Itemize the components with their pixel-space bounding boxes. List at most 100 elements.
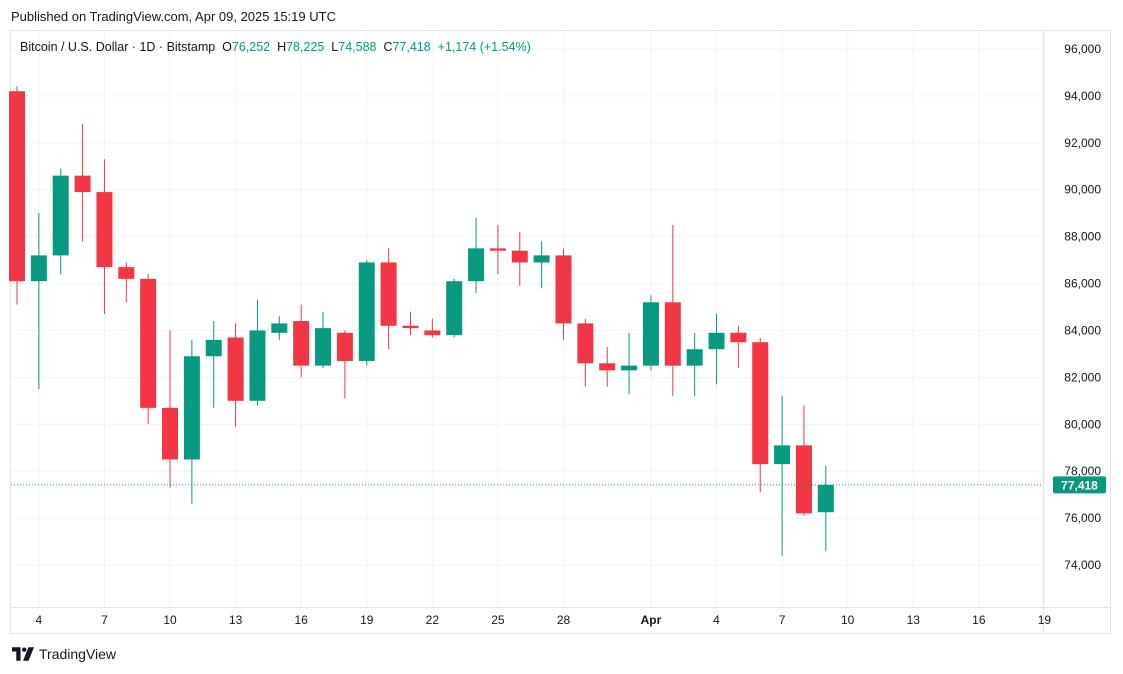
candle-body — [315, 328, 332, 366]
candle-down — [227, 323, 244, 427]
candle-body — [271, 323, 288, 333]
candle-down — [424, 318, 441, 338]
candle-down — [795, 405, 812, 516]
candle-body — [730, 332, 747, 343]
candle-body — [249, 330, 266, 401]
candle-down — [96, 159, 113, 315]
candle-body — [424, 330, 441, 336]
date-tick-label: 10 — [841, 613, 855, 627]
high-label: H — [277, 40, 287, 54]
candle-up — [271, 316, 288, 340]
price-tick-label: 86,000 — [1064, 277, 1101, 291]
candle-body — [577, 323, 594, 364]
candle-up — [315, 311, 332, 368]
candle-up — [52, 168, 69, 275]
candle-down — [511, 231, 528, 286]
date-tick-label: 4 — [713, 613, 720, 627]
price-tick-label: 94,000 — [1064, 89, 1101, 103]
candle-down — [74, 124, 91, 242]
candle-up — [621, 332, 638, 394]
symbol-title: Bitcoin / U.S. Dollar · 1D · Bitstamp — [20, 40, 216, 54]
candle-body — [795, 445, 812, 514]
candle-body — [446, 281, 463, 336]
last-price-line: 77,418 — [11, 476, 1106, 494]
candle-up — [30, 213, 47, 390]
candles-layer — [9, 86, 834, 556]
candle-body — [52, 175, 69, 256]
candle-up — [817, 465, 834, 552]
change-value: +1,174 (+1.54%) — [437, 40, 531, 54]
candle-body — [74, 175, 91, 193]
candle-body — [686, 349, 703, 366]
candle-body — [533, 255, 550, 263]
candle-up — [774, 396, 791, 556]
time-axis: 4 7 10 13 16 19 22 25 28 Apr 4 7 10 13 16 19 — [36, 613, 1052, 627]
date-tick-label: 16 — [295, 613, 309, 627]
candle-down — [9, 86, 25, 305]
candle-down — [402, 311, 419, 336]
date-tick-label: 22 — [426, 613, 440, 627]
date-tick-label: 28 — [557, 613, 571, 627]
candle-body — [293, 321, 310, 366]
candle-body — [183, 356, 200, 460]
candle-down — [162, 330, 179, 488]
open-label: O — [222, 40, 232, 54]
price-tick-label: 82,000 — [1064, 370, 1101, 384]
candle-down — [752, 337, 769, 493]
date-tick-label: Apr — [641, 613, 662, 627]
close-value: 77,418 — [392, 40, 431, 54]
candle-up — [249, 299, 266, 406]
candle-up — [686, 332, 703, 397]
last-price-badge — [1053, 476, 1106, 494]
candle-down — [577, 318, 594, 387]
candle-body — [708, 332, 725, 350]
candle-body — [489, 248, 506, 251]
candle-body — [511, 250, 528, 263]
price-tick-label: 84,000 — [1064, 323, 1101, 337]
candle-body — [468, 248, 485, 282]
date-tick-label: 16 — [972, 613, 986, 627]
candle-up — [183, 339, 200, 505]
low-label: L — [331, 40, 339, 54]
high-value: 78,225 — [286, 40, 325, 54]
candle-body — [402, 325, 419, 329]
candle-body — [140, 278, 157, 408]
price-tick-label: 90,000 — [1064, 183, 1101, 197]
candle-body — [642, 302, 659, 366]
date-tick-label: 19 — [360, 613, 374, 627]
candle-body — [227, 337, 244, 401]
candle-up — [533, 241, 550, 289]
date-tick-label: 10 — [163, 613, 177, 627]
close-label: C — [383, 40, 393, 54]
open-value: 76,252 — [231, 40, 271, 54]
date-tick-label: 19 — [1038, 613, 1052, 627]
low-value: 74,588 — [338, 40, 377, 54]
candle-down — [599, 346, 616, 387]
price-tick-label: 92,000 — [1064, 136, 1101, 150]
price-tick-label: 76,000 — [1064, 511, 1101, 525]
price-tick-label: 88,000 — [1064, 230, 1101, 244]
candle-down — [336, 330, 353, 399]
chart-frame[interactable] — [10, 30, 1111, 634]
candle-up — [205, 321, 222, 408]
date-tick-label: 4 — [36, 613, 43, 627]
candle-up — [446, 278, 463, 338]
ohlc-legend: Bitcoin / U.S. Dollar · 1D · Bitstamp O7… — [20, 40, 531, 54]
candle-body — [774, 445, 791, 465]
candle-up — [642, 295, 659, 371]
candle-body — [664, 302, 681, 366]
candle-up — [708, 314, 725, 385]
date-tick-label: 25 — [491, 613, 505, 627]
date-tick-label: 13 — [229, 613, 243, 627]
date-tick-label: 13 — [907, 613, 921, 627]
candle-body — [30, 255, 47, 282]
grid-lines — [11, 31, 1110, 633]
brand-name: TradingView — [39, 646, 117, 662]
candle-body — [817, 484, 834, 513]
tradingview-brand[interactable]: TradingView — [12, 646, 116, 662]
candle-body — [752, 342, 769, 465]
candle-down — [489, 224, 506, 275]
price-axis: 74,000 76,000 78,000 80,000 82,000 84,000 86,0… — [1064, 42, 1101, 572]
candle-body — [555, 255, 572, 324]
